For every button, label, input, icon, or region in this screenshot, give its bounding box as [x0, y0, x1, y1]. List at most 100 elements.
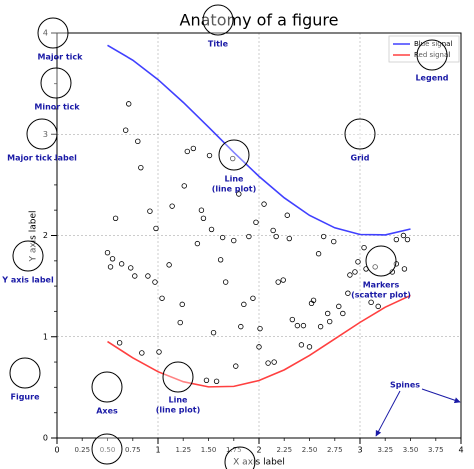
- marker: [257, 325, 263, 332]
- annotation-circle: [202, 4, 234, 36]
- marker: [253, 219, 259, 226]
- marker: [275, 279, 281, 285]
- annotation-circle: [91, 371, 123, 403]
- marker: [213, 378, 220, 384]
- x-tick-label: 1: [155, 446, 160, 455]
- annotation-label: Title: [208, 40, 229, 49]
- marker: [147, 208, 153, 214]
- marker: [116, 340, 123, 346]
- marker: [138, 164, 144, 171]
- marker: [219, 234, 226, 241]
- marker: [139, 350, 145, 356]
- x-minor-tick-label: 1.50: [201, 446, 217, 454]
- annotation-label: Major tick label: [7, 154, 77, 163]
- marker: [126, 101, 132, 107]
- annotation-label: Spines: [390, 381, 420, 390]
- annotation-label: Legend: [415, 74, 448, 83]
- marker: [261, 201, 267, 207]
- marker: [389, 269, 396, 275]
- marker: [194, 240, 201, 247]
- marker: [400, 232, 407, 239]
- x-minor-tick-label: 0.25: [74, 446, 90, 454]
- marker: [203, 377, 210, 383]
- marker: [401, 266, 408, 272]
- marker: [206, 152, 213, 159]
- line: [107, 294, 411, 388]
- x-minor-tick-label: 2.25: [276, 446, 292, 454]
- marker: [310, 297, 317, 303]
- marker: [265, 360, 271, 366]
- marker: [222, 279, 229, 285]
- marker: [327, 318, 333, 325]
- annotation-label: Markers: [363, 281, 400, 290]
- line: [107, 44, 411, 236]
- marker: [159, 295, 165, 301]
- annotation-circle: [9, 357, 41, 389]
- annotation-label: (line plot): [212, 185, 257, 194]
- marker: [352, 269, 358, 275]
- marker: [118, 261, 125, 267]
- marker: [198, 207, 205, 213]
- marker: [280, 277, 286, 283]
- annotation-circle: [416, 39, 448, 71]
- annotation-circle: [162, 361, 194, 393]
- legend-label: Red signal: [414, 51, 450, 59]
- marker: [271, 359, 277, 365]
- marker: [104, 250, 111, 256]
- marker: [345, 290, 351, 296]
- marker: [300, 322, 307, 329]
- marker: [347, 272, 353, 278]
- marker: [230, 155, 236, 162]
- legend: Blue signal Red signal: [388, 35, 460, 63]
- marker: [241, 301, 247, 308]
- marker: [246, 233, 252, 240]
- marker: [273, 233, 279, 240]
- legend-box: [388, 35, 460, 63]
- marker: [153, 225, 159, 232]
- marker: [156, 349, 162, 355]
- marker: [179, 301, 185, 308]
- annotation-label: Grid: [351, 154, 370, 163]
- x-minor-tick-label: 3.50: [403, 446, 419, 454]
- marker: [340, 310, 346, 317]
- marker: [256, 344, 262, 350]
- marker: [112, 215, 119, 221]
- y-axis-label: Y axis label: [29, 210, 39, 262]
- marker: [181, 183, 187, 189]
- x-minor-tick-label: 3.25: [377, 446, 393, 454]
- marker: [233, 363, 239, 369]
- annotation-label: Major tick: [38, 53, 84, 62]
- marker: [270, 227, 276, 234]
- marker: [238, 323, 244, 330]
- annotation-circle: [344, 118, 376, 150]
- y-tick-label: 3: [43, 130, 48, 139]
- annotation-circle: [365, 245, 397, 277]
- marker: [200, 215, 207, 221]
- marker: [289, 316, 296, 323]
- marker: [331, 238, 337, 245]
- x-minor-tick-label: 2.50: [302, 446, 318, 454]
- annotation-arrow: [375, 390, 401, 437]
- marker: [236, 191, 242, 197]
- marker: [317, 323, 324, 330]
- annotation-circle: [40, 67, 72, 99]
- marker: [294, 322, 301, 329]
- marker: [128, 265, 134, 271]
- marker: [184, 148, 190, 155]
- x-minor-tick-label: 3.75: [428, 446, 444, 454]
- annotation-label: Axes: [96, 407, 118, 416]
- marker: [190, 145, 197, 152]
- marker: [315, 251, 322, 257]
- marker: [355, 259, 361, 265]
- chart-title: Anatomy of a figure: [180, 11, 339, 30]
- marker: [372, 264, 378, 270]
- marker: [210, 330, 217, 336]
- annotation-label: Minor tick: [34, 103, 80, 112]
- marker: [320, 233, 327, 240]
- annotation-label: (line plot): [156, 406, 201, 415]
- legend-label: Blue signal: [414, 40, 452, 48]
- x-tick-label: 0: [54, 446, 59, 455]
- y-tick-label: 2: [43, 231, 48, 240]
- marker: [250, 295, 256, 301]
- y-tick-label: 4: [43, 29, 48, 38]
